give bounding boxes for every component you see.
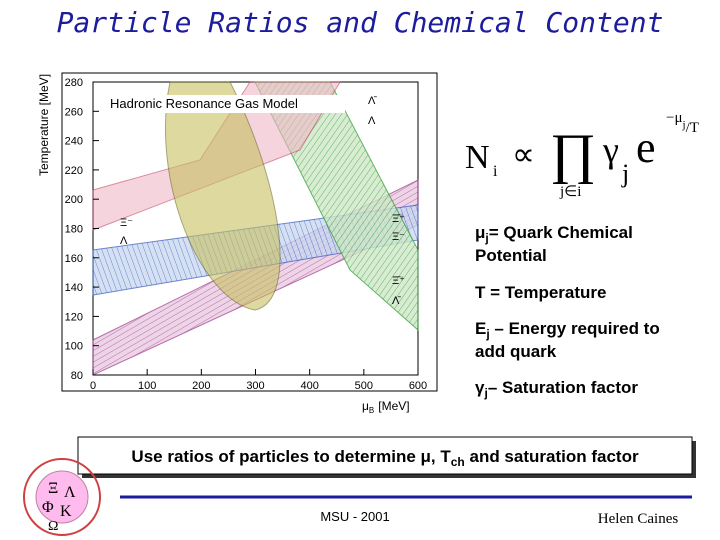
y-tick-label: 200 (65, 194, 83, 206)
definition: T = Temperature (475, 283, 606, 302)
numerator: Λ̄ (368, 95, 377, 107)
banner (77, 436, 693, 475)
formula-part: ∝ (512, 136, 535, 172)
band (165, 81, 281, 311)
power-tail: /T (686, 120, 699, 136)
text: – Energy required to (490, 319, 660, 338)
subscript: j (485, 327, 489, 341)
model-label: Hadronic Resonance Gas Model (110, 96, 298, 111)
x-tick-label: 500 (355, 380, 373, 392)
logo-letter: Ω (48, 519, 58, 534)
y-tick-label: 180 (65, 224, 83, 236)
symbol: T (475, 283, 486, 302)
logo: Ξ Λ Φ K Ω (23, 458, 101, 536)
formula-part: −μj/T (666, 110, 699, 136)
symbol: μ (475, 223, 485, 242)
numerator: Ξ⁻ (120, 217, 133, 229)
definition: γj– Saturation factor (475, 378, 638, 400)
x-tick-label: 0 (90, 380, 96, 392)
text: = Temperature (485, 283, 606, 302)
logo-letter: Ξ (48, 480, 58, 497)
y-tick-label: 280 (65, 77, 83, 89)
power-sub: j (682, 119, 686, 131)
ratio-label: Λ̄ Λ (368, 95, 377, 127)
logo-letter: K (60, 503, 72, 520)
subscript: B (369, 406, 374, 415)
formula-part: γ (602, 130, 619, 170)
y-tick-label: 80 (71, 370, 83, 382)
formula-part: e (636, 123, 656, 172)
ratio-label: Ξ̄⁺ Ξ⁻ (392, 213, 405, 243)
text: and saturation factor (465, 447, 639, 466)
formula-part: j∈i (559, 184, 581, 200)
formula-part: j (621, 159, 629, 188)
y-tick-label: 120 (65, 311, 83, 323)
label-bg (105, 95, 345, 113)
definition-line: add quark (475, 342, 557, 361)
formula: N i ∝ ∏ j∈i γ j e −μj/T (465, 110, 699, 200)
x-tick-label: 600 (409, 380, 427, 392)
formula-part: i (493, 163, 498, 180)
text: Use ratios of particles to determine μ, … (131, 447, 451, 466)
ratio-label: Ξ⁻ Λ (120, 217, 133, 247)
numerator: Ξ̄⁺ (392, 275, 405, 287)
y-tick-label: 160 (65, 253, 83, 265)
formula-part: ∏ (550, 123, 596, 185)
subscript: j (483, 386, 487, 400)
y-tick-label: 140 (65, 282, 83, 294)
y-tick-label: 100 (65, 341, 83, 353)
numerator: Ξ̄⁺ (392, 213, 405, 225)
symbol: μ (362, 399, 369, 413)
text: – Saturation factor (488, 378, 639, 397)
footer-event: MSU - 2001 (320, 509, 389, 524)
definition: Ej – Energy required to (475, 319, 660, 341)
denominator: Λ̄ (392, 295, 401, 307)
x-axis-label: μB [MeV] (362, 399, 410, 415)
plot: Hadronic Resonance Gas Model Temperature… (37, 72, 438, 415)
symbol: γ (475, 378, 485, 397)
text: = Quark Chemical (489, 223, 633, 242)
ratio-label: Ξ̄⁺ Λ̄ (392, 275, 405, 307)
symbol: E (475, 319, 486, 338)
slide-title: Particle Ratios and Chemical Content (57, 6, 664, 39)
x-tick-label: 300 (246, 380, 264, 392)
subscript: j (484, 231, 488, 245)
x-tick-label: 400 (300, 380, 318, 392)
y-tick-label: 240 (65, 136, 83, 148)
subscript: ch (451, 455, 465, 469)
denominator: Λ (120, 235, 128, 247)
x-tick-label: 200 (192, 380, 210, 392)
y-tick-label: 260 (65, 106, 83, 118)
definition: μj= Quark Chemical (475, 223, 633, 245)
denominator: Λ (368, 115, 376, 127)
formula-part: N (465, 139, 490, 176)
logo-letter: Φ (42, 499, 54, 516)
logo-letter: Λ (64, 484, 76, 501)
y-axis-label: Temperature [MeV] (37, 74, 51, 176)
y-tick-label: 220 (65, 165, 83, 177)
banner-text: Use ratios of particles to determine μ, … (131, 447, 639, 469)
unit: [MeV] (378, 399, 409, 413)
denominator: Ξ⁻ (392, 231, 405, 243)
definition-line: Potential (475, 246, 547, 265)
x-tick-label: 100 (138, 380, 156, 392)
footer-author: Helen Caines (598, 511, 679, 527)
power: −μ (666, 110, 683, 126)
